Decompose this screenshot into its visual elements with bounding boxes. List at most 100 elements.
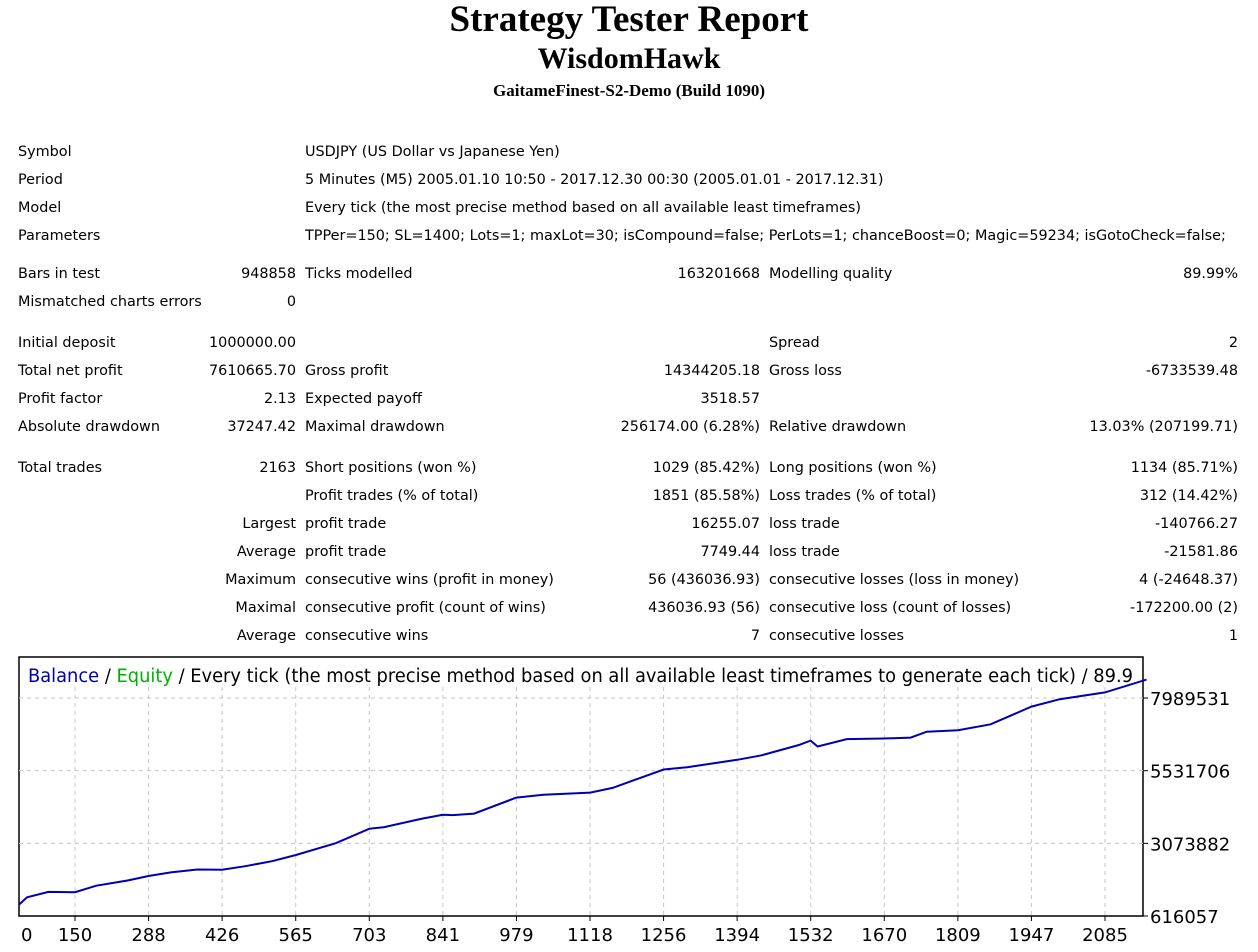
x-tick-label: 565 [279,925,313,946]
stat-label: consecutive losses [769,628,904,644]
info-row: Symbol USDJPY (US Dollar vs Japanese Yen) [18,142,1238,162]
chart-legend: Balance / Equity / Every tick (the most … [28,666,1133,687]
server-build: GaitameFinest-S2-Demo (Build 1090) [493,81,765,100]
x-tick-label: 1394 [714,925,760,946]
stat-value: Largest [242,516,296,532]
stat-label: Spread [769,335,820,351]
x-tick-label: 979 [499,925,533,946]
x-tick-label: 841 [426,925,460,946]
info-label: Parameters [18,228,101,244]
x-tick-label: 1947 [1009,925,1055,946]
stat-value: 1 [1228,628,1238,644]
stat-label: Total trades [18,460,103,476]
x-tick-label: 150 [58,925,92,946]
stat-label: Initial deposit [18,335,116,351]
stat-value: 436036.93 (56) [648,600,760,616]
stats-row: Maximal consecutive profit (count of wins… [18,598,1238,618]
x-tick-label: 1809 [935,925,981,946]
x-tick-label: 1532 [788,925,834,946]
stats-row: Profit factor 2.13 Expected payoff 3518.57 [18,389,1238,409]
stat-value: 89.99% [1183,266,1238,282]
stat-value: -21581.86 [1164,544,1238,560]
stat-label: Relative drawdown [769,419,907,435]
stat-value: -6733539.48 [1145,363,1238,379]
info-label: Model [18,200,62,216]
stat-value: Maximal [235,600,296,616]
stat-label: profit trade [305,544,387,560]
stat-value: 7 [750,628,760,644]
stat-value: 1851 (85.58%) [652,488,760,504]
legend-rest: / Every tick (the most precise method ba… [173,666,1133,687]
info-label: Period [18,172,63,188]
stat-value: 312 (14.42%) [1139,488,1238,504]
stats-row: Largest profit trade 16255.07 loss trade -14… [18,514,1238,534]
info-value: USDJPY (US Dollar vs Japanese Yen) [305,144,560,160]
stat-value: 948858 [241,266,296,282]
stat-value: 37247.42 [227,419,296,435]
stats-row: Average profit trade 7749.44 loss trade -215… [18,542,1238,562]
stat-value: Maximum [225,572,296,588]
stat-value: -172200.00 (2) [1130,600,1238,616]
x-tick-label: 1256 [641,925,687,946]
stat-value: 2 [1228,335,1238,351]
stat-label: Bars in test [18,266,101,282]
stats-row: Initial deposit 1000000.00 Spread 2 [18,333,1238,353]
stat-value: 2.13 [263,391,296,407]
stat-value: Average [236,628,296,644]
y-tick-label: 616057 [1150,907,1219,928]
report-title: Strategy Tester Report [449,0,809,40]
stat-value: 7610665.70 [209,363,296,379]
x-tick-label: 1118 [567,925,613,946]
legend-equity: Equity [117,666,173,687]
stat-label: Ticks modelled [305,266,413,282]
stat-label: Maximal drawdown [305,419,445,435]
expert-name: WisdomHawk [537,42,721,75]
y-tick-label: 3073882 [1150,834,1230,855]
stat-value: 1134 (85.71%) [1130,460,1238,476]
stat-value: 0 [286,294,296,310]
stat-value: Average [236,544,296,560]
stat-label: consecutive profit (count of wins) [305,600,546,616]
stat-label: Modelling quality [769,266,893,282]
stat-label: Long positions (won %) [769,460,937,476]
stat-label: Loss trades (% of total) [769,488,937,504]
x-tick-label: 288 [131,925,165,946]
stat-value: 256174.00 (6.28%) [620,419,760,435]
stat-value: 3518.57 [700,391,760,407]
stat-value: 14344205.18 [663,363,760,379]
stat-label: loss trade [769,516,840,532]
info-row: Parameters TPPer=150; SL=1400; Lots=1; ma… [18,226,1238,246]
stats-row: Total net profit 7610665.70 Gross profit 14… [18,361,1238,381]
info-row: Model Every tick (the most precise method… [18,198,1238,218]
stats-row: Bars in test 948858 Ticks modelled 16320166… [18,264,1238,284]
x-tick-label: 703 [352,925,386,946]
stat-label: Profit factor [18,391,103,407]
stat-value: 16255.07 [691,516,760,532]
legend-sep1: / [99,666,116,687]
y-tick-label: 5531706 [1150,762,1230,783]
stat-value: -140766.27 [1154,516,1238,532]
stat-label: Absolute drawdown [18,419,160,435]
info-value: 5 Minutes (M5) 2005.01.10 10:50 - 2017.1… [305,172,884,188]
stats-row: Mismatched charts errors 0 [18,292,1238,312]
legend-balance: Balance [28,666,99,687]
stat-value: 7749.44 [700,544,760,560]
stat-value: 56 (436036.93) [648,572,760,588]
stat-value: 1029 (85.42%) [652,460,760,476]
stats-row: Average consecutive wins 7 consecutive loss… [18,626,1238,646]
stat-value: 4 (-24648.37) [1139,572,1238,588]
stat-label: Expected payoff [305,391,422,407]
stat-label: Mismatched charts errors [18,294,202,310]
info-row: Period 5 Minutes (M5) 2005.01.10 10:50 - … [18,170,1238,190]
stat-value: 163201668 [677,266,760,282]
stat-label: consecutive loss (count of losses) [769,600,1012,616]
info-value: Every tick (the most precise method base… [305,200,861,216]
info-label: Symbol [18,144,72,160]
chart-frame [18,656,1144,917]
stat-label: profit trade [305,516,387,532]
info-value: TPPer=150; SL=1400; Lots=1; maxLot=30; i… [305,228,1226,244]
x-tick-label: 426 [205,925,239,946]
stat-label: Gross loss [769,363,842,379]
stat-label: Total net profit [18,363,123,379]
